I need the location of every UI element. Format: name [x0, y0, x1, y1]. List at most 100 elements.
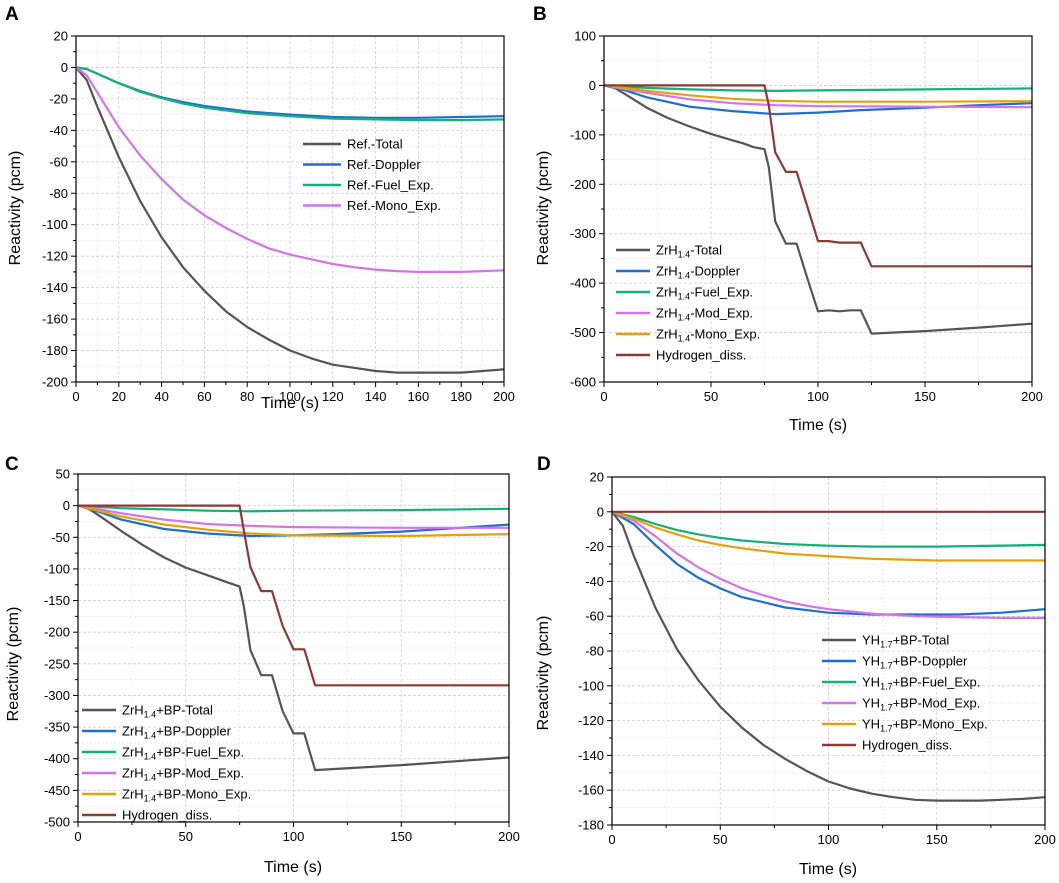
series-line-mono: [612, 510, 1045, 562]
legend-label: Ref.-Mono_Exp.: [347, 198, 441, 213]
x-tick-label: 150: [390, 829, 412, 844]
x-tick-label: 0: [74, 829, 81, 844]
series-line-total: [604, 84, 1032, 335]
y-tick-label: -140: [42, 280, 68, 295]
y-tick-label: -120: [578, 713, 604, 728]
legend-label: ZrH1.4+BP-Mod_Exp.: [122, 766, 244, 783]
y-tick-label: 100: [574, 29, 596, 44]
y-tick-label: -50: [51, 530, 70, 545]
legend-label: YH1.7+BP-Mono_Exp.: [862, 717, 988, 734]
series-group-a: [76, 66, 504, 374]
legend-a: Ref.-Total Ref.-Doppler Ref.-Fuel_Exp. Ref.…: [303, 137, 441, 213]
y-tick-label: -80: [585, 644, 604, 659]
series-line-fuel: [76, 66, 504, 122]
panel-c: C Time (s) Reactivity (pcm) 0 50 100 150 200…: [5, 454, 520, 876]
x-tick-label: 180: [450, 389, 472, 404]
y-tick-label: -20: [585, 539, 604, 554]
panel-letter-c: C: [5, 454, 19, 475]
series-line-mono: [78, 504, 509, 538]
legend-label: ZrH1.4-Fuel_Exp.: [656, 285, 753, 302]
x-tick-label: 0: [72, 389, 79, 404]
y-tick-label: 20: [54, 29, 68, 44]
series-line-total: [612, 511, 1045, 802]
x-tick-label: 50: [704, 389, 718, 404]
series-line-total: [78, 504, 509, 772]
y-tick-label: -120: [42, 249, 68, 264]
x-tick-label: 200: [1021, 389, 1043, 404]
y-axis-label-b: Reactivity (pcm): [535, 151, 552, 266]
legend-label: Ref.-Total: [347, 137, 403, 152]
x-tick-label: 60: [197, 389, 211, 404]
legend-label: ZrH1.4+BP-Fuel_Exp.: [122, 745, 244, 762]
legend-label: ZrH1.4-Mono_Exp.: [656, 327, 760, 344]
x-tick-label: 140: [365, 389, 387, 404]
y-tick-label: 0: [589, 78, 596, 93]
legend-label: YH1.7+BP-Doppler: [862, 654, 968, 671]
x-tick-label: 200: [1034, 832, 1056, 847]
legend-label: YH1.7+BP-Fuel_Exp.: [862, 675, 980, 692]
y-tick-label: -60: [49, 154, 68, 169]
x-tick-label: 150: [926, 832, 948, 847]
series-line-mod: [604, 84, 1032, 109]
legend-label: ZrH1.4-Total: [656, 243, 722, 260]
legend-label: Hydrogen_diss.: [862, 738, 952, 753]
x-tick-label: 100: [279, 389, 301, 404]
x-tick-label: 200: [493, 389, 515, 404]
panel-letter-b: B: [533, 4, 547, 25]
y-tick-label: -140: [578, 748, 604, 763]
series-line-mod: [78, 504, 509, 529]
legend-label: ZrH1.4+BP-Total: [122, 703, 213, 720]
y-tick-label: -250: [44, 656, 70, 671]
legend-label: ZrH1.4+BP-Mono_Exp.: [122, 787, 251, 804]
x-tick-label: 100: [818, 832, 840, 847]
series-line-total: [76, 66, 504, 374]
panel-d: D Time (s) Reactivity (pcm) 0 50 100 150 200…: [535, 454, 1056, 878]
y-tick-label: -400: [44, 751, 70, 766]
series-line-mod: [612, 510, 1045, 620]
y-tick-label: -160: [578, 783, 604, 798]
series-line-hydrogen: [78, 504, 509, 687]
y-tick-label: -100: [42, 217, 68, 232]
legend-label: Ref.-Fuel_Exp.: [347, 178, 434, 193]
y-tick-label: -20: [49, 91, 68, 106]
y-tick-label: -180: [578, 818, 604, 833]
legend-label: YH1.7+BP-Total: [862, 633, 949, 650]
y-tick-label: -100: [44, 561, 70, 576]
y-tick-label: -300: [44, 688, 70, 703]
series-line-doppler: [78, 504, 509, 538]
x-tick-label: 80: [240, 389, 254, 404]
legend-label: ZrH1.4-Mod_Exp.: [656, 306, 753, 323]
x-tick-label: 120: [322, 389, 344, 404]
legend-label: YH1.7+BP-Mod_Exp.: [862, 696, 980, 713]
x-tick-label: 100: [807, 389, 829, 404]
grid-a: [75, 35, 505, 383]
series-line-fuel: [612, 510, 1045, 548]
y-tick-label: -400: [570, 276, 596, 291]
y-axis-label-c: Reactivity (pcm): [5, 607, 22, 722]
legend-label: ZrH1.4+BP-Doppler: [122, 724, 232, 741]
legend-label: Ref.-Doppler: [347, 157, 421, 172]
panel-a: A Time (s) Reactivity (pcm) 0 20 40 60 80 100…: [5, 4, 515, 412]
x-tick-label: 160: [408, 389, 430, 404]
y-tick-label: -600: [570, 375, 596, 390]
y-tick-label: -200: [44, 625, 70, 640]
y-tick-label: -500: [44, 815, 70, 830]
y-tick-label: -300: [570, 226, 596, 241]
y-tick-label: -100: [570, 127, 596, 142]
y-tick-label: 0: [61, 60, 68, 75]
y-tick-label: -350: [44, 720, 70, 735]
x-axis-label-b: Time (s): [789, 417, 847, 434]
x-tick-label: 0: [600, 389, 607, 404]
y-tick-label: -160: [42, 312, 68, 327]
y-axis-label-d: Reactivity (pcm): [535, 616, 552, 731]
y-tick-label: -180: [42, 343, 68, 358]
x-tick-label: 200: [498, 829, 520, 844]
x-axis-label-d: Time (s): [799, 861, 857, 878]
legend-label: ZrH1.4-Doppler: [656, 264, 741, 281]
x-tick-label: 100: [283, 829, 305, 844]
y-tick-label: 0: [597, 504, 604, 519]
y-tick-label: -450: [44, 783, 70, 798]
y-tick-label: -500: [570, 325, 596, 340]
series-line-fuel: [604, 84, 1032, 93]
panel-letter-a: A: [5, 4, 19, 25]
